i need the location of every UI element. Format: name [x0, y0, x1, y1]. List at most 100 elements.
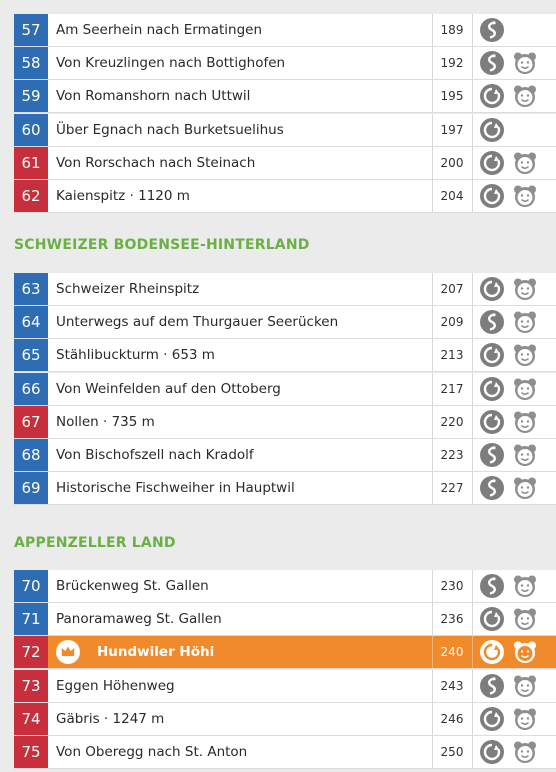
toc-row: 73 Eggen Höhenweg 243	[14, 669, 556, 703]
toc-row: 71 Panoramaweg St. Gallen 236	[14, 603, 556, 637]
loop-icon	[480, 117, 504, 142]
page-number: 189	[440, 23, 464, 37]
divider	[432, 472, 433, 505]
route-icon	[480, 184, 504, 212]
tour-number: 58	[14, 47, 48, 80]
divider	[472, 47, 473, 80]
tour-number: 73	[14, 669, 48, 702]
toc-row: 63 Schweizer Rheinspitz 207	[14, 273, 556, 306]
route-icon	[480, 343, 504, 371]
page-number: 243	[440, 678, 464, 693]
bear-icon	[514, 52, 536, 75]
tour-title: Von Oberegg nach St. Anton	[56, 744, 248, 760]
divider	[432, 306, 433, 339]
page-number: 195	[440, 89, 464, 104]
kids-icon	[513, 640, 537, 668]
kids-icon	[513, 277, 537, 305]
divider	[472, 372, 473, 405]
divider	[472, 472, 473, 505]
bear-icon	[514, 741, 536, 763]
route-icon	[480, 51, 504, 79]
tour-title: Historische Fischweiher in Hauptwil	[56, 480, 295, 497]
toc-row: 60 Über Egnach nach Burketsuelihus 197	[14, 113, 556, 147]
line-icon	[480, 476, 504, 501]
page-number: 213	[440, 348, 464, 363]
toc-row: 69 Historische Fischweiher in Hauptwil 227	[14, 472, 556, 506]
line-icon	[480, 51, 504, 76]
bear-icon	[514, 152, 536, 174]
divider	[472, 80, 473, 113]
tour-number: 65	[14, 339, 48, 372]
bear-icon	[514, 675, 536, 697]
kids-icon	[513, 51, 537, 79]
line-icon	[480, 310, 504, 335]
route-icon	[480, 673, 504, 702]
tour-title: Gäbris · 1247 m	[56, 710, 165, 727]
divider	[472, 439, 473, 471]
tour-title: Unterwegs auf dem Thurgauer Seerücken	[56, 314, 339, 331]
page-number: 204	[440, 189, 464, 203]
divider	[472, 113, 473, 146]
tour-number: 63	[14, 273, 48, 305]
divider	[432, 14, 433, 46]
tour-title: Von Kreuzlingen nach Bottighofen	[56, 55, 286, 72]
divider	[432, 146, 433, 179]
bear-icon	[514, 608, 536, 631]
page-number: 246	[440, 711, 464, 726]
section-title: SCHWEIZER BODENSEE-HINTERLAND	[14, 237, 310, 253]
divider	[472, 273, 473, 305]
page-number: 236	[440, 612, 464, 627]
tour-title: Am Seerhein nach Ermatingen	[56, 22, 263, 38]
divider	[432, 273, 433, 305]
bear-icon	[514, 641, 536, 664]
page-number: 230	[440, 579, 464, 593]
route-icon	[480, 150, 504, 179]
page-number: 250	[440, 745, 464, 759]
route-icon	[480, 706, 504, 735]
tour-number: 57	[14, 14, 48, 46]
divider	[472, 636, 473, 669]
crown-icon	[56, 640, 80, 665]
loop-icon	[480, 740, 504, 764]
divider	[472, 570, 473, 602]
loop-icon	[480, 343, 504, 368]
tour-title: Schweizer Rheinspitz	[56, 281, 200, 297]
route-icon	[480, 574, 504, 602]
loop-icon	[480, 184, 504, 208]
tour-number: 68	[14, 439, 48, 471]
toc-row: 70 Brückenweg St. Gallen 230	[14, 570, 556, 603]
divider	[472, 405, 473, 438]
page-number: 240	[440, 645, 464, 660]
kids-icon	[513, 310, 537, 338]
divider	[472, 180, 473, 212]
route-icon	[480, 117, 504, 146]
loop-icon	[480, 706, 504, 731]
tour-title: Brückenweg St. Gallen	[56, 578, 209, 594]
toc-row: 68 Von Bischofszell nach Kradolf 223	[14, 439, 556, 472]
kids-icon	[513, 410, 537, 438]
kids-icon	[513, 343, 537, 371]
route-icon	[480, 409, 504, 438]
line-icon	[480, 574, 504, 598]
tour-number: 66	[14, 372, 48, 405]
kids-icon	[513, 377, 537, 405]
bear-icon	[514, 477, 536, 500]
toc-row: 65 Stählibuckturm · 653 m 213	[14, 339, 556, 373]
toc-row: 67 Nollen · 735 m 220	[14, 405, 556, 439]
bear-icon	[514, 311, 536, 334]
toc-row: 61 Von Rorschach nach Steinach 200	[14, 146, 556, 180]
tour-number: 61	[14, 146, 48, 179]
loop-icon	[480, 376, 504, 401]
kids-icon	[513, 740, 537, 768]
section-title: APPENZELLER LAND	[14, 535, 176, 551]
divider	[472, 339, 473, 372]
tour-title: Über Egnach nach Burketsuelihus	[56, 121, 284, 138]
kids-icon	[513, 574, 537, 602]
loop-icon	[480, 150, 504, 175]
route-icon	[480, 84, 504, 112]
route-icon	[480, 476, 504, 504]
line-icon	[480, 18, 504, 42]
route-icon	[480, 607, 504, 635]
kids-icon	[513, 84, 537, 112]
